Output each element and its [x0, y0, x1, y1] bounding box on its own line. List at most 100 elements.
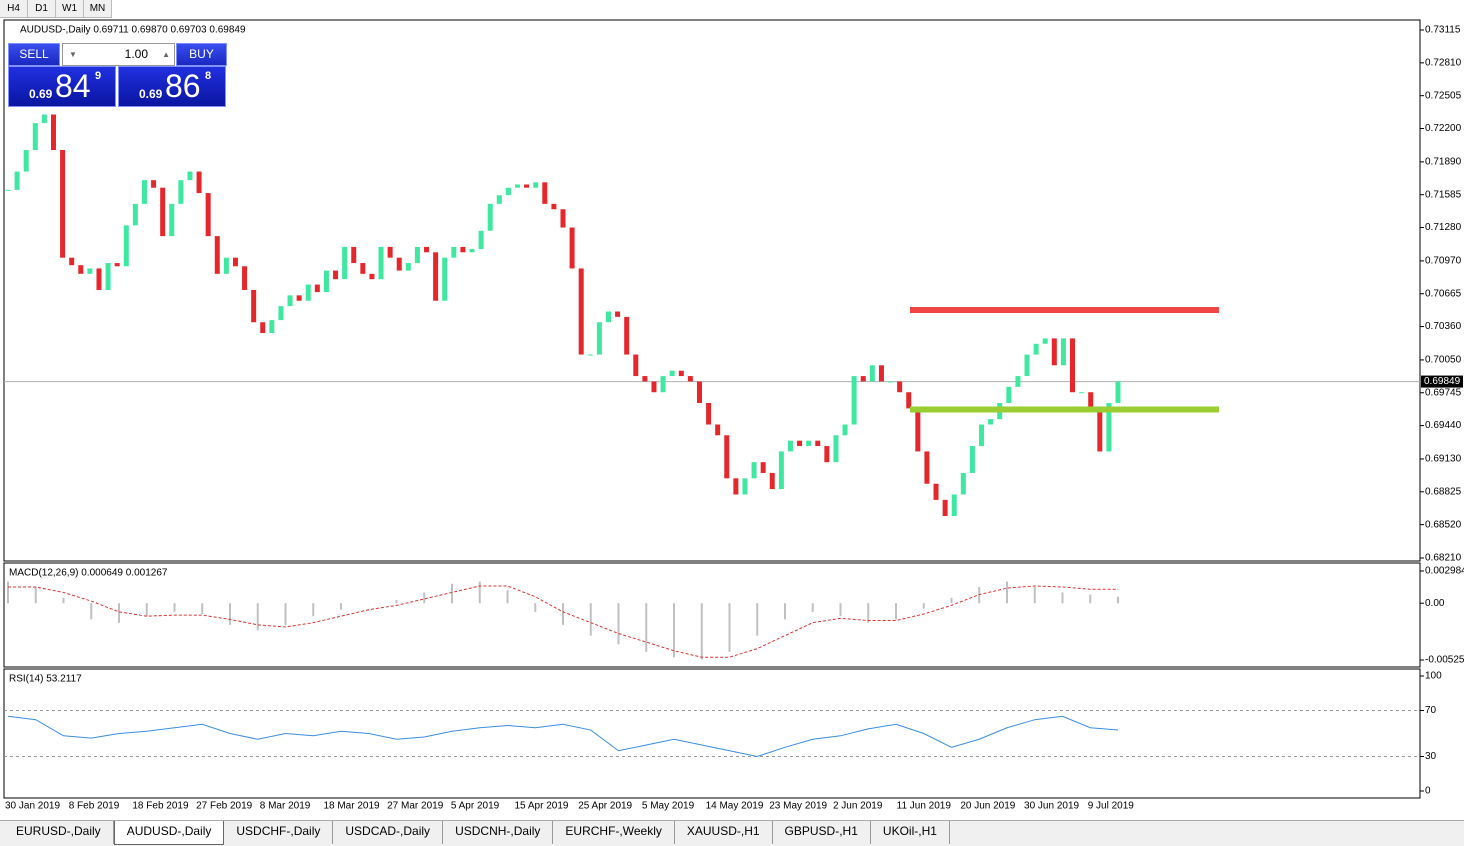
ask-box[interactable]: 0.69 86 8: [118, 66, 226, 107]
candle: [123, 225, 129, 267]
bid-pips: 84: [55, 68, 91, 104]
symbol-tab[interactable]: AUDUSD-,Daily: [113, 821, 225, 845]
spin-up[interactable]: ▲: [162, 50, 170, 59]
candle: [1088, 392, 1094, 409]
macd-bar: [145, 603, 148, 617]
candle: [1042, 338, 1048, 344]
candle: [287, 295, 293, 307]
candle: [260, 322, 266, 334]
one-click-panel: SELL ▼ 1.00 ▲ BUY 0.69 84 9 0.69 86 8: [8, 42, 227, 107]
symbol-tab[interactable]: USDCNH-,Daily: [443, 821, 554, 844]
candle: [114, 263, 120, 267]
candle: [141, 180, 147, 204]
y-tick-label: 0.68520: [1425, 519, 1462, 530]
candle: [869, 365, 875, 382]
candle: [342, 246, 348, 280]
candle: [496, 195, 502, 204]
y-tick-label: 0.71890: [1425, 157, 1462, 168]
macd-bar: [256, 603, 259, 631]
symbol-tab[interactable]: XAUUSD-,H1: [675, 821, 773, 844]
y-tick-label: 0.002984: [1425, 566, 1464, 577]
x-tick-label: 2 Jun 2019: [833, 801, 883, 812]
candle: [87, 268, 93, 274]
macd-bar: [700, 603, 703, 660]
x-tick-label: 14 May 2019: [706, 801, 764, 812]
macd-bar: [867, 603, 870, 623]
macd-bar: [62, 597, 65, 604]
y-tick-label: 70: [1425, 705, 1437, 716]
bid-big: 0.69: [29, 87, 53, 101]
y-tick-label: 0.68210: [1425, 553, 1462, 564]
candle: [269, 320, 275, 334]
candle: [924, 451, 930, 484]
macd-bar: [1117, 596, 1119, 604]
candle: [969, 446, 975, 473]
y-tick-label: 0.69130: [1425, 454, 1462, 465]
candle: [524, 184, 530, 188]
candle: [433, 252, 439, 301]
macd-bar: [34, 587, 37, 604]
candle: [169, 203, 175, 237]
candle: [424, 246, 430, 253]
candle: [1106, 402, 1112, 452]
candle: [915, 408, 921, 452]
candle: [1060, 338, 1066, 366]
symbol-tab[interactable]: EURUSD-,Daily: [4, 821, 114, 844]
candle: [633, 354, 639, 377]
macd-bar: [839, 603, 842, 617]
candle: [305, 284, 311, 301]
y-tick-label: 0.69745: [1425, 387, 1462, 398]
candle: [460, 246, 466, 253]
candle: [32, 123, 38, 151]
symbol-tab[interactable]: EURCHF-,Weekly: [553, 821, 675, 844]
candle: [542, 182, 548, 204]
candle: [960, 472, 966, 495]
candle: [842, 424, 848, 436]
y-tick-label: 0.72505: [1425, 90, 1462, 101]
timeframe-tab[interactable]: H4: [0, 0, 28, 18]
candle: [451, 246, 457, 258]
timeframe-tab[interactable]: W1: [56, 0, 84, 18]
symbol-tab[interactable]: USDCHF-,Daily: [224, 821, 334, 844]
macd-bar: [478, 581, 481, 604]
panel-frame: [3, 668, 1421, 799]
last-price-box: [1421, 375, 1463, 388]
spin-down[interactable]: ▼: [69, 50, 77, 59]
candle: [578, 268, 584, 355]
buy-button[interactable]: BUY: [176, 43, 227, 66]
candle: [14, 171, 20, 190]
candle: [151, 180, 157, 188]
macd-bar: [229, 603, 231, 625]
symbol-tab[interactable]: USDCAD-,Daily: [333, 821, 444, 844]
candle: [60, 150, 66, 258]
bid-box[interactable]: 0.69 84 9: [8, 66, 116, 107]
symbol-tab[interactable]: UKOil-,H1: [871, 821, 950, 844]
y-tick-label: 0.71585: [1425, 189, 1462, 200]
panel-title: AUDUSD-,Daily 0.69711 0.69870 0.69703 0.…: [20, 25, 246, 36]
candle: [787, 440, 793, 452]
candle: [105, 263, 111, 290]
symbol-tab[interactable]: GBPUSD-,H1: [773, 821, 871, 844]
macd-bar: [201, 603, 204, 615]
timeframe-tab[interactable]: D1: [28, 0, 56, 18]
macd-bar: [1089, 594, 1092, 604]
x-tick-label: 8 Feb 2019: [69, 801, 120, 812]
candle: [214, 236, 220, 274]
candle: [1070, 338, 1076, 393]
candle: [242, 266, 248, 290]
candle: [1051, 338, 1057, 366]
candle: [933, 483, 939, 500]
sell-button[interactable]: SELL: [8, 43, 60, 66]
ask-pips: 86: [165, 68, 201, 104]
candle: [878, 365, 884, 382]
x-tick-label: 27 Feb 2019: [196, 801, 253, 812]
y-tick-label: 100: [1425, 671, 1442, 682]
y-tick-label: 0.70970: [1425, 256, 1462, 267]
macd-bar: [395, 599, 398, 604]
macd-bar: [562, 603, 564, 625]
lot-input[interactable]: ▼ 1.00 ▲: [62, 43, 175, 66]
candle: [96, 268, 102, 290]
macd-bar: [922, 603, 925, 609]
timeframe-tab[interactable]: MN: [84, 0, 112, 18]
candle: [642, 376, 648, 382]
